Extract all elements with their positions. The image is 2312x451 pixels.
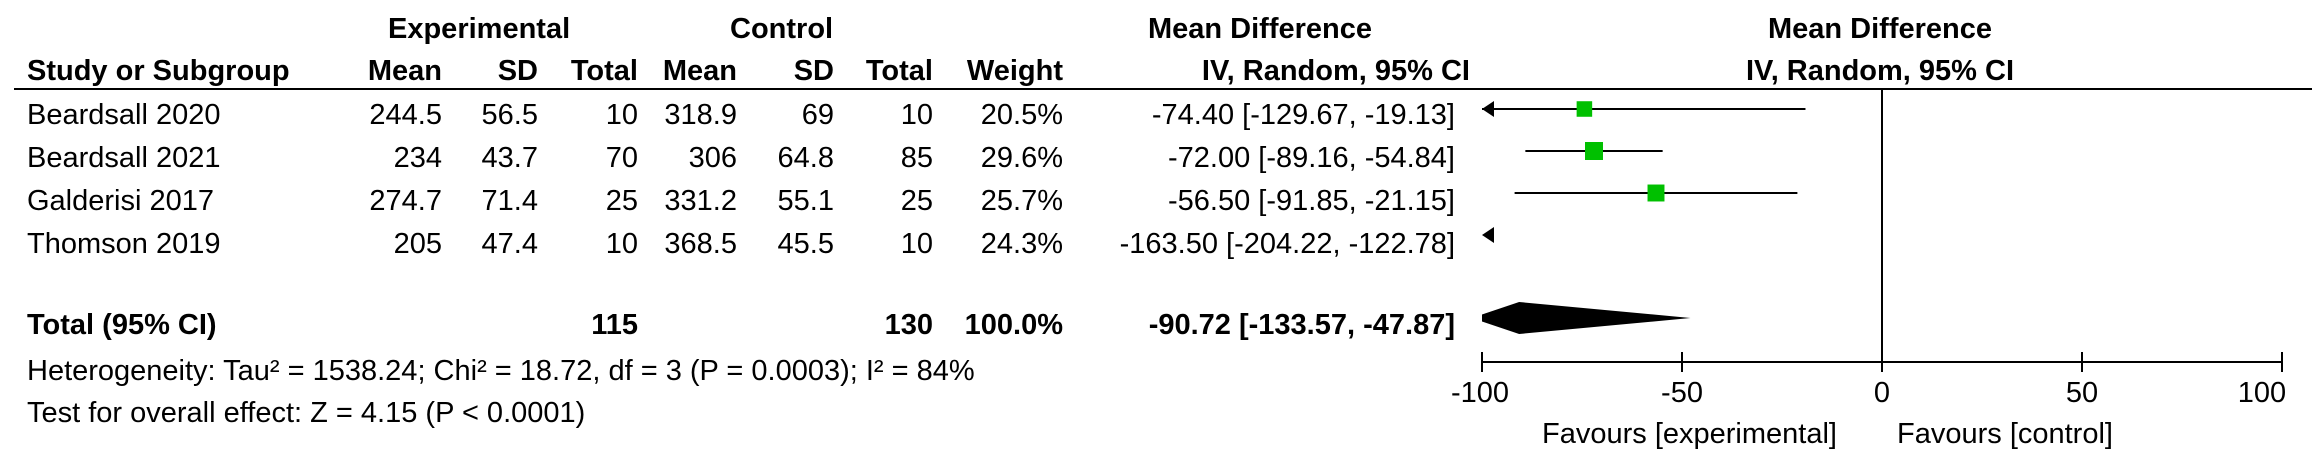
- total-weight: 100.0%: [964, 309, 1063, 341]
- ctl-total: 85: [900, 142, 933, 174]
- tick-label: 100: [2237, 377, 2287, 409]
- study-name: Galderisi 2017: [27, 185, 214, 217]
- exp-mean: 244.5: [369, 99, 442, 131]
- exp-total: 10: [605, 228, 638, 260]
- col-ctl-total: Total: [865, 55, 933, 87]
- col-ctl-sd: SD: [793, 55, 834, 87]
- study-name: Beardsall 2021: [27, 142, 221, 174]
- ctl-total: 10: [900, 99, 933, 131]
- mean-difference-ci: -74.40 [-129.67, -19.13]: [1151, 99, 1455, 131]
- exp-sd: 56.5: [481, 99, 538, 131]
- favours-experimental: Favours [experimental]: [1542, 418, 1837, 450]
- ctl-mean: 318.9: [664, 99, 737, 131]
- ctl-mean: 331.2: [664, 185, 737, 217]
- col-ctl-mean: Mean: [662, 55, 737, 87]
- col-method: IV, Random, 95% CI: [1201, 55, 1470, 87]
- favours-control: Favours [control]: [1897, 418, 2113, 450]
- exp-total: 10: [605, 99, 638, 131]
- header-mean-difference: Mean Difference: [1147, 13, 1372, 45]
- header-rule: [14, 88, 2312, 90]
- col-method-plot: IV, Random, 95% CI: [1745, 55, 2015, 87]
- total-label: Total (95% CI): [27, 309, 217, 341]
- exp-sd: 47.4: [481, 228, 538, 260]
- heterogeneity-text: Heterogeneity: Tau² = 1538.24; Chi² = 18…: [27, 355, 975, 387]
- ctl-sd: 64.8: [777, 142, 834, 174]
- col-exp-total: Total: [570, 55, 638, 87]
- mean-difference-ci: -72.00 [-89.16, -54.84]: [1168, 142, 1455, 174]
- ctl-total: 10: [900, 228, 933, 260]
- col-study: Study or Subgroup: [27, 55, 290, 87]
- tick-label: 50: [2065, 377, 2099, 409]
- overall-effect-text: Test for overall effect: Z = 4.15 (P < 0…: [27, 397, 586, 429]
- total-mean-difference-ci: -90.72 [-133.57, -47.87]: [1148, 309, 1455, 341]
- tick-label: 0: [1873, 377, 1891, 409]
- weight: 20.5%: [980, 99, 1063, 131]
- exp-sd: 71.4: [481, 185, 538, 217]
- study-marker: [1647, 184, 1665, 202]
- study-name: Beardsall 2020: [27, 99, 221, 131]
- tick-label: -50: [1661, 377, 1703, 409]
- study-marker: [1576, 101, 1593, 117]
- ci-arrow-left: [1482, 227, 1494, 243]
- pooled-diamond: [1482, 302, 1691, 334]
- header-control: Control: [730, 13, 834, 45]
- study-name: Thomson 2019: [27, 228, 221, 260]
- ctl-total: 25: [900, 185, 933, 217]
- weight: 29.6%: [980, 142, 1063, 174]
- ctl-mean: 306: [688, 142, 737, 174]
- col-exp-mean: Mean: [367, 55, 442, 87]
- mean-difference-ci: -163.50 [-204.22, -122.78]: [1119, 228, 1455, 260]
- header-mean-difference-plot: Mean Difference: [1767, 13, 1992, 45]
- col-weight: Weight: [966, 55, 1063, 87]
- ctl-mean: 368.5: [664, 228, 737, 260]
- weight: 25.7%: [980, 185, 1063, 217]
- ci-arrow-left: [1482, 101, 1494, 117]
- ctl-sd: 45.5: [777, 228, 834, 260]
- exp-total: 25: [605, 185, 638, 217]
- exp-mean: 234: [393, 142, 442, 174]
- tick-label: -100: [1450, 377, 1510, 409]
- exp-mean: 205: [393, 228, 442, 260]
- ctl-sd: 69: [801, 99, 834, 131]
- total-ctl: 130: [884, 309, 933, 341]
- mean-difference-ci: -56.50 [-91.85, -21.15]: [1168, 185, 1455, 217]
- col-exp-sd: SD: [497, 55, 538, 87]
- total-exp: 115: [591, 309, 638, 341]
- exp-total: 70: [605, 142, 638, 174]
- header-experimental: Experimental: [388, 13, 571, 45]
- exp-mean: 274.7: [369, 185, 442, 217]
- exp-sd: 43.7: [481, 142, 538, 174]
- ctl-sd: 55.1: [777, 185, 834, 217]
- weight: 24.3%: [980, 228, 1063, 260]
- study-marker: [1585, 142, 1603, 160]
